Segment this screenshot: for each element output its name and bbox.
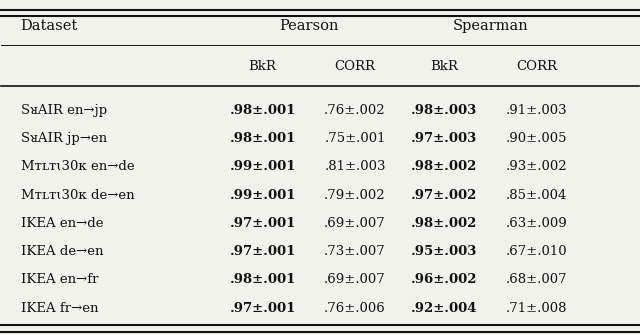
Text: .96±.002: .96±.002	[411, 273, 477, 286]
Text: .97±.001: .97±.001	[230, 217, 296, 230]
Text: .92±.004: .92±.004	[411, 302, 477, 315]
Text: .71±.008: .71±.008	[506, 302, 568, 315]
Text: .81±.003: .81±.003	[324, 160, 386, 173]
Text: .63±.009: .63±.009	[506, 217, 568, 230]
Text: .98±.003: .98±.003	[411, 104, 477, 117]
Text: Dataset: Dataset	[20, 19, 77, 33]
Text: .68±.007: .68±.007	[506, 273, 568, 286]
Text: Spearman: Spearman	[452, 19, 529, 33]
Text: .93±.002: .93±.002	[506, 160, 568, 173]
Text: BkR: BkR	[430, 60, 458, 73]
Text: CORR: CORR	[516, 60, 557, 73]
Text: IKEA fr→en: IKEA fr→en	[20, 302, 98, 315]
Text: .97±.001: .97±.001	[230, 302, 296, 315]
Text: .73±.007: .73±.007	[324, 245, 386, 258]
Text: .97±.003: .97±.003	[411, 132, 477, 145]
Text: .98±.001: .98±.001	[230, 273, 296, 286]
Text: .98±.001: .98±.001	[230, 132, 296, 145]
Text: .76±.006: .76±.006	[324, 302, 386, 315]
Text: BkR: BkR	[249, 60, 276, 73]
Text: IKEA de→en: IKEA de→en	[20, 245, 103, 258]
Text: IKEA en→de: IKEA en→de	[20, 217, 103, 230]
Text: .95±.003: .95±.003	[411, 245, 477, 258]
Text: .75±.001: .75±.001	[324, 132, 386, 145]
Text: CORR: CORR	[335, 60, 376, 73]
Text: .99±.001: .99±.001	[229, 189, 296, 202]
Text: .90±.005: .90±.005	[506, 132, 568, 145]
Text: SᴚAIR en→jp: SᴚAIR en→jp	[20, 104, 107, 117]
Text: .97±.002: .97±.002	[411, 189, 477, 202]
Text: Pearson: Pearson	[279, 19, 339, 33]
Text: .98±.002: .98±.002	[411, 160, 477, 173]
Text: .99±.001: .99±.001	[229, 160, 296, 173]
Text: .91±.003: .91±.003	[506, 104, 568, 117]
Text: .69±.007: .69±.007	[324, 217, 386, 230]
Text: Mᴛʟᴛɩ30ᴋ en→de: Mᴛʟᴛɩ30ᴋ en→de	[20, 160, 134, 173]
Text: .97±.001: .97±.001	[230, 245, 296, 258]
Text: SᴚAIR jp→en: SᴚAIR jp→en	[20, 132, 107, 145]
Text: .98±.002: .98±.002	[411, 217, 477, 230]
Text: .76±.002: .76±.002	[324, 104, 386, 117]
Text: .79±.002: .79±.002	[324, 189, 386, 202]
Text: .69±.007: .69±.007	[324, 273, 386, 286]
Text: .98±.001: .98±.001	[230, 104, 296, 117]
Text: IKEA en→fr: IKEA en→fr	[20, 273, 98, 286]
Text: .67±.010: .67±.010	[506, 245, 568, 258]
Text: Mᴛʟᴛɩ30ᴋ de→en: Mᴛʟᴛɩ30ᴋ de→en	[20, 189, 134, 202]
Text: .85±.004: .85±.004	[506, 189, 567, 202]
